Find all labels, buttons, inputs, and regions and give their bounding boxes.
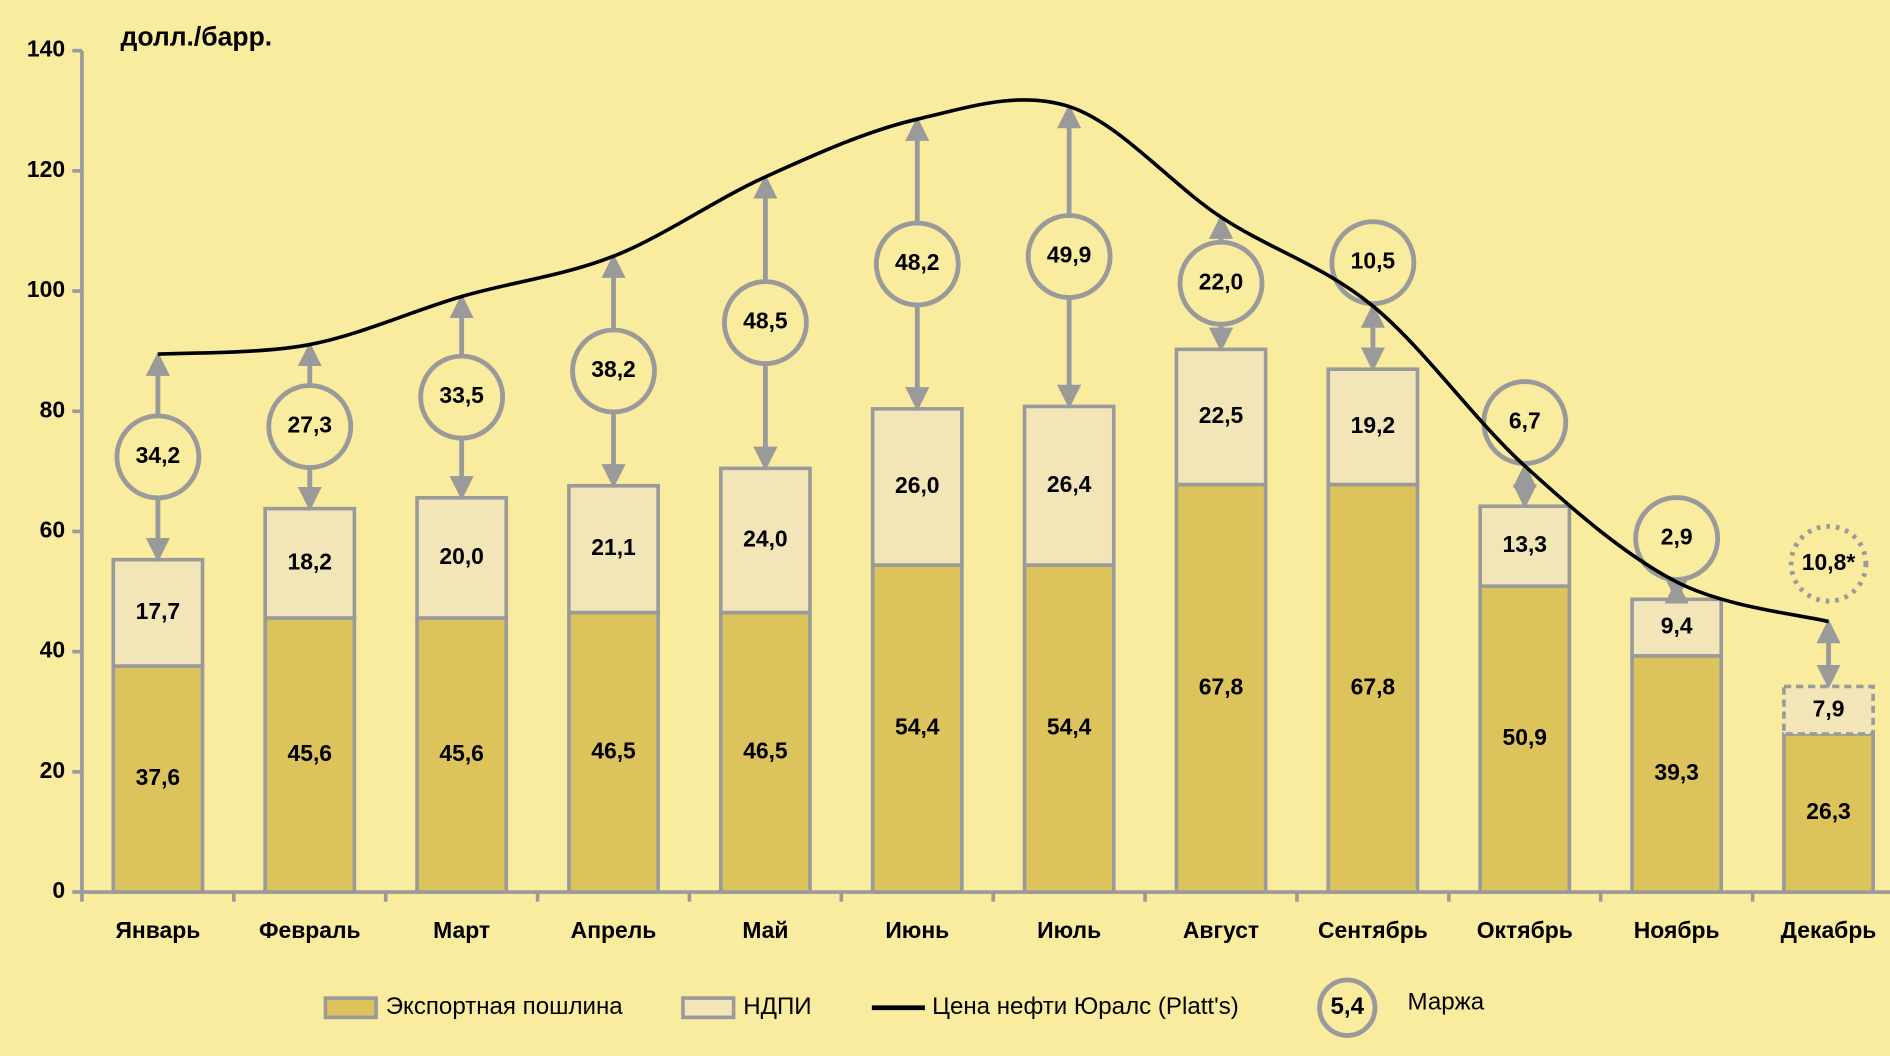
- margin-bubble: [418, 353, 506, 441]
- y-tick-label: 60: [40, 516, 65, 542]
- margin-bubble: [1633, 495, 1721, 582]
- y-tick-label: 40: [40, 637, 65, 663]
- bar-segment: [111, 557, 205, 668]
- y-tick-label: 20: [40, 757, 65, 783]
- bar-label: 19,2: [1351, 412, 1396, 438]
- bar-segment: [1630, 597, 1724, 658]
- legend-swatch: [681, 996, 736, 1020]
- bar-segment: [415, 616, 509, 894]
- bar-segment: [263, 616, 357, 894]
- bar-label: 26,4: [1047, 471, 1092, 497]
- legend-sample: 5,4: [1331, 993, 1365, 1020]
- bar-segment: [1782, 684, 1875, 736]
- bar-segment: [1022, 404, 1116, 567]
- margin-label: 48,5: [743, 308, 788, 334]
- margin-label: 48,2: [895, 249, 940, 275]
- bar-label: 54,4: [1047, 714, 1092, 740]
- bar-label: 24,0: [743, 526, 788, 552]
- y-tick-label: 0: [52, 877, 65, 903]
- x-tick-label: Июль: [1037, 917, 1101, 943]
- bar-label: 9,4: [1661, 613, 1693, 639]
- margin-bubble: [873, 220, 961, 308]
- margin-label: 6,7: [1509, 408, 1541, 434]
- bar-segment: [1630, 654, 1724, 894]
- legend-label: Маржа: [1408, 988, 1485, 1015]
- x-tick-label: Март: [433, 917, 490, 943]
- legend-label: НДПИ: [743, 993, 811, 1020]
- bar-label: 7,9: [1813, 695, 1845, 721]
- margin-bubble: [266, 383, 354, 470]
- x-tick-label: Июнь: [885, 917, 949, 943]
- bar-segment: [1174, 347, 1268, 487]
- bar-label: 67,8: [1199, 673, 1244, 699]
- x-tick-label: Октябрь: [1477, 917, 1573, 943]
- bar-segment: [1326, 367, 1420, 487]
- margin-label: 27,3: [287, 412, 332, 438]
- bar-label: 18,2: [287, 548, 332, 574]
- margin-label: 38,2: [591, 356, 636, 382]
- margin-bubble: [570, 327, 657, 415]
- bar-label: 37,6: [136, 764, 181, 790]
- margin-label: 22,0: [1199, 268, 1244, 294]
- x-tick-label: Февраль: [259, 917, 361, 943]
- margin-bubble: [1329, 219, 1417, 307]
- x-tick-label: Декабрь: [1781, 917, 1877, 943]
- bar-label: 13,3: [1502, 531, 1547, 557]
- margin-label: 49,9: [1047, 242, 1092, 268]
- margin-bubble: [1177, 239, 1265, 327]
- x-tick-label: Январь: [115, 917, 200, 943]
- bar-label: 21,1: [591, 534, 636, 560]
- bar-segment: [870, 563, 964, 894]
- bar-label: 67,8: [1351, 673, 1396, 699]
- margin-bubble: [722, 279, 809, 367]
- legend-label: Цена нефти Юралс (Platt's): [932, 993, 1239, 1020]
- bar-label: 45,6: [439, 740, 484, 766]
- bar-label: 22,5: [1199, 402, 1244, 428]
- y-tick-label: 100: [27, 276, 65, 302]
- bar-segment: [718, 466, 812, 615]
- bar-segment: [1478, 584, 1572, 894]
- bar-label: 45,6: [287, 740, 332, 766]
- margin-label: 34,2: [136, 442, 181, 468]
- bar-segment: [1478, 504, 1572, 588]
- bar-segment: [567, 483, 660, 615]
- legend-bubble: [1317, 977, 1378, 1038]
- bar-segment: [870, 407, 964, 567]
- margin-label: 10,8*: [1802, 549, 1856, 575]
- x-tick-label: Ноябрь: [1634, 917, 1720, 943]
- bar-segment: [263, 506, 357, 620]
- margin-bubble: [1788, 523, 1869, 604]
- x-tick-label: Апрель: [571, 917, 657, 943]
- bar-label: 20,0: [439, 543, 484, 569]
- bar-segment: [1782, 732, 1875, 894]
- y-tick-label: 140: [27, 36, 65, 62]
- x-tick-label: Май: [742, 917, 788, 943]
- bar-label: 39,3: [1654, 759, 1699, 785]
- legend-label: Экспортная пошлина: [386, 993, 624, 1020]
- y-tick-label: 80: [40, 396, 65, 422]
- margin-label: 10,5: [1351, 248, 1396, 274]
- bar-label: 46,5: [743, 737, 788, 763]
- margin-bubble: [114, 413, 202, 501]
- chart-title: долл./барр.: [121, 22, 273, 52]
- bar-label: 50,9: [1502, 724, 1547, 750]
- margin-bubble: [1025, 213, 1113, 300]
- margin-label: 2,9: [1661, 524, 1693, 550]
- bar-segment: [1022, 563, 1116, 894]
- y-tick-label: 120: [27, 156, 65, 182]
- bar-label: 54,4: [895, 714, 940, 740]
- bar-label: 26,3: [1806, 798, 1851, 824]
- bar-segment: [718, 610, 812, 894]
- bar-segment: [1174, 482, 1268, 894]
- bar-label: 46,5: [591, 737, 636, 763]
- x-tick-label: Август: [1183, 917, 1259, 943]
- x-tick-label: Сентябрь: [1318, 917, 1428, 943]
- bar-segment: [567, 610, 660, 894]
- legend-swatch: [323, 996, 378, 1020]
- margin-label: 33,5: [439, 382, 484, 408]
- bar-label: 17,7: [136, 598, 181, 624]
- price-line: [157, 98, 1829, 624]
- bar-label: 26,0: [895, 472, 940, 498]
